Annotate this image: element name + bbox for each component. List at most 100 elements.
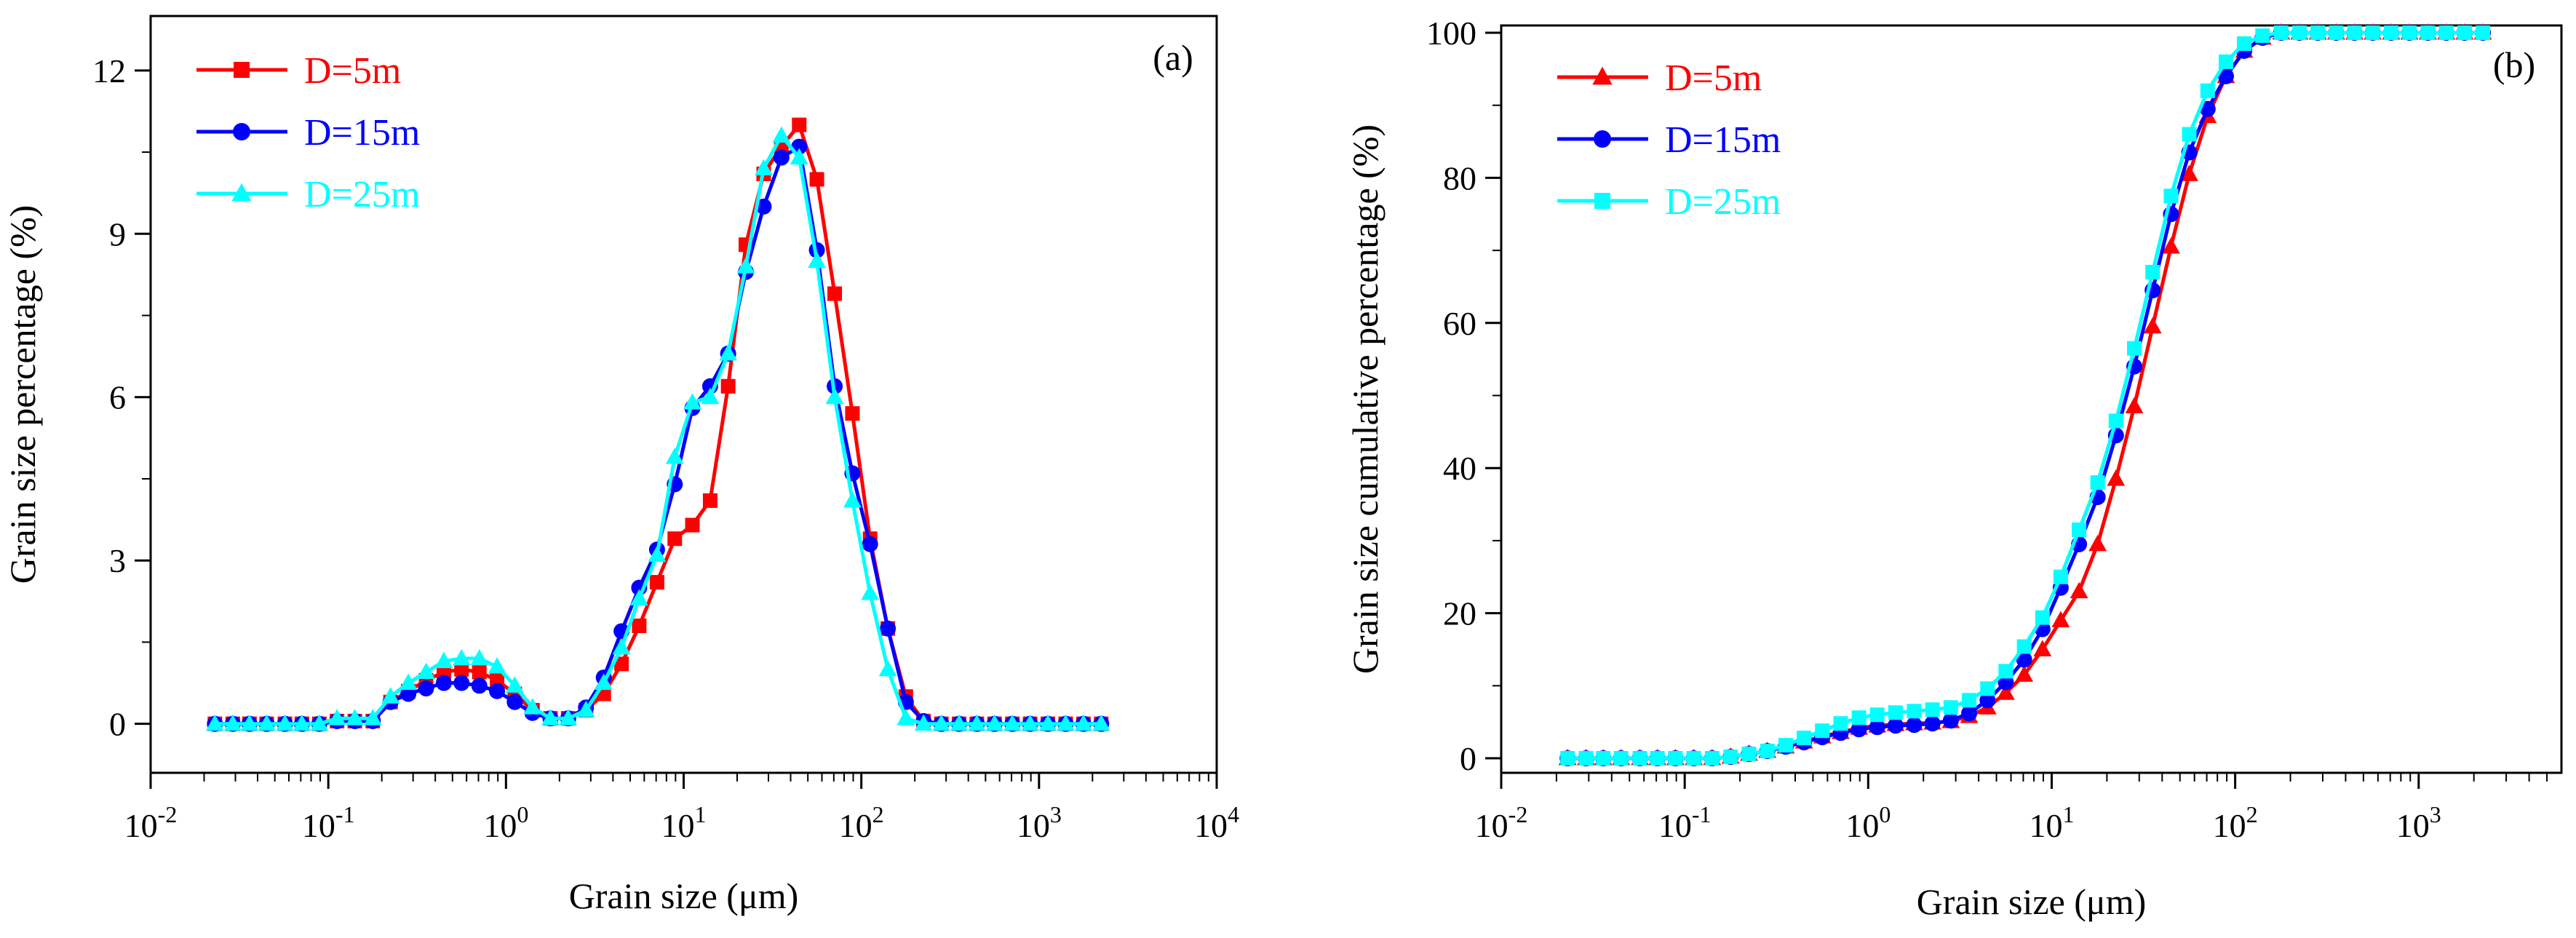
- data-point: [2053, 569, 2068, 584]
- x-axis-title: Grain size (μm): [1917, 881, 2147, 922]
- data-point: [471, 677, 488, 694]
- data-point: [790, 148, 808, 164]
- data-point: [880, 620, 897, 637]
- data-point: [505, 676, 524, 693]
- legend-label: D=25m: [304, 174, 420, 215]
- data-point: [489, 683, 506, 699]
- x-tick-label: 103: [2396, 801, 2441, 844]
- legend-marker: [1592, 66, 1613, 85]
- data-point: [205, 714, 224, 731]
- data-point: [932, 714, 951, 731]
- data-point: [1942, 712, 1959, 729]
- data-point: [1996, 683, 2015, 700]
- data-point: [2035, 610, 2050, 625]
- data-point: [346, 709, 365, 726]
- y-axis-title: Grain size cumulative percentage (%): [1345, 124, 1386, 674]
- x-tick-label: 103: [1017, 801, 1062, 844]
- data-point: [1797, 731, 1812, 746]
- data-point: [436, 664, 451, 680]
- data-point: [1943, 700, 1958, 715]
- data-point: [434, 651, 453, 669]
- data-point: [472, 664, 487, 680]
- y-axis-title: Grain size percentage (%): [2, 205, 43, 584]
- data-point: [2016, 651, 2032, 668]
- data-point: [418, 680, 434, 697]
- data-point: [1760, 744, 1775, 759]
- data-point: [2383, 25, 2398, 40]
- chart-panel-a: 10-2 10-1 100 101 102 103 104 0 3 6 9 12 Grain size …: [2, 15, 1239, 916]
- panel-label: (a): [1153, 37, 1193, 78]
- data-point: [1003, 714, 1022, 731]
- data-point: [2145, 265, 2160, 280]
- data-point: [808, 251, 826, 269]
- x-tick-label: 102: [2213, 801, 2258, 844]
- data-point: [2476, 25, 2491, 40]
- data-point: [720, 378, 736, 394]
- data-point: [2255, 28, 2270, 43]
- data-point: [2218, 54, 2233, 69]
- x-axis-title: Grain size (μm): [569, 875, 799, 916]
- data-point: [559, 709, 578, 726]
- data-point: [1578, 751, 1594, 766]
- data-point: [576, 700, 595, 718]
- data-point: [506, 693, 523, 710]
- data-point: [400, 685, 417, 702]
- data-point: [1778, 738, 1793, 753]
- data-point: [2273, 25, 2289, 40]
- legend-marker: [231, 183, 252, 202]
- data-point: [1980, 681, 1995, 696]
- data-point: [792, 117, 807, 132]
- data-point: [240, 714, 259, 731]
- y-tick-label: 20: [1443, 595, 1476, 632]
- y-tick-label: 0: [1460, 740, 1476, 777]
- data-point: [827, 286, 843, 301]
- data-point: [327, 709, 346, 726]
- data-point: [648, 545, 667, 563]
- data-point: [1979, 692, 1996, 709]
- data-point: [2329, 25, 2344, 40]
- data-point: [629, 589, 648, 606]
- data-point: [523, 698, 542, 715]
- data-point: [1833, 716, 1848, 731]
- data-point: [2072, 522, 2087, 537]
- data-point: [2200, 83, 2215, 98]
- data-point: [1998, 664, 2014, 679]
- data-point: [1632, 751, 1647, 766]
- data-point: [1057, 714, 1075, 731]
- data-point: [276, 714, 294, 731]
- data-point: [2402, 25, 2417, 40]
- y-tick-label: 6: [109, 379, 126, 416]
- data-point: [683, 393, 701, 410]
- x-tick-label: 10-1: [1658, 801, 1712, 844]
- data-point: [649, 575, 664, 590]
- data-point: [825, 387, 844, 405]
- data-point: [897, 709, 915, 726]
- x-tick-label: 104: [1194, 801, 1239, 844]
- data-point: [1596, 751, 1611, 766]
- y-tick-label: 80: [1443, 159, 1476, 196]
- data-point: [2143, 317, 2162, 334]
- data-point: [381, 687, 400, 704]
- data-point: [2015, 665, 2034, 682]
- data-point: [293, 714, 311, 731]
- data-point: [755, 159, 773, 175]
- data-point: [2090, 475, 2105, 490]
- data-point: [1074, 714, 1093, 731]
- data-point: [490, 672, 505, 688]
- x-tick-label: 101: [661, 801, 707, 844]
- data-point: [612, 637, 631, 655]
- data-point: [2180, 164, 2198, 181]
- data-point: [258, 714, 276, 731]
- data-point: [1723, 750, 1738, 765]
- data-point: [736, 257, 755, 274]
- data-point: [809, 172, 824, 187]
- data-point: [2162, 237, 2180, 254]
- data-point: [1851, 710, 1867, 726]
- legend-marker: [234, 62, 250, 78]
- data-point: [685, 517, 700, 533]
- plot-frame: [1500, 24, 2563, 774]
- data-point: [845, 406, 860, 421]
- data-point: [488, 657, 506, 674]
- data-point: [632, 618, 647, 633]
